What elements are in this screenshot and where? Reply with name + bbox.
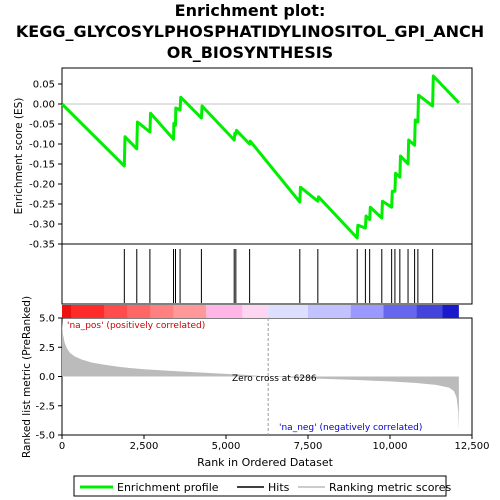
title-line-3: OR_BIOSYNTHESIS xyxy=(166,43,334,62)
neg-label: 'na_neg' (negatively correlated) xyxy=(279,423,422,433)
title-line-1: Enrichment plot: xyxy=(174,1,326,20)
x-axis-label: Rank in Ordered Dataset xyxy=(197,456,334,469)
top-y-tick-label: 0.00 xyxy=(33,100,55,111)
heatmap-segment xyxy=(308,305,351,318)
legend-enrichment-label: Enrichment profile xyxy=(117,481,219,494)
hits-layer xyxy=(123,249,434,303)
chart-title: Enrichment plot: KEGG_GLYCOSYLPHOSPHATID… xyxy=(0,0,500,63)
legend-hits-label: Hits xyxy=(268,481,290,494)
top-y-tick-label: -0.10 xyxy=(29,140,55,151)
heatmap-segment xyxy=(71,305,105,318)
bottom-y-axis-label: Ranked list metric (PreRanked) xyxy=(21,296,33,458)
bottom-y-tick-label: -5.0 xyxy=(35,431,55,442)
x-tick-label: 2,500 xyxy=(130,441,159,452)
bottom-y-tick-label: -2.5 xyxy=(35,401,55,412)
heatmap-segment xyxy=(268,305,308,318)
ranking-metric-layer xyxy=(62,318,459,435)
top-y-tick-label: -0.30 xyxy=(29,220,55,231)
x-tick-label: 0 xyxy=(59,441,65,452)
heatmap-segment xyxy=(242,305,269,318)
heatmap-segment xyxy=(416,305,443,318)
heatmap-segment xyxy=(206,305,243,318)
top-y-tick-label: -0.25 xyxy=(29,200,55,211)
legend-ranking-label: Ranking metric scores xyxy=(329,481,451,494)
x-tick-label: 7,500 xyxy=(294,441,323,452)
bottom-y-tick-label: 2.5 xyxy=(39,343,55,354)
top-y-tick-label: -0.35 xyxy=(29,240,55,251)
ranking-metric-area xyxy=(62,321,459,431)
legend: Enrichment profile Hits Ranking metric s… xyxy=(73,475,451,497)
heatmap-band xyxy=(62,305,459,318)
x-tick-label: 10,000 xyxy=(373,441,408,452)
x-tick-label: 5,000 xyxy=(212,441,241,452)
top-y-tick-label: -0.05 xyxy=(29,120,55,131)
heatmap-segment xyxy=(150,305,174,318)
bottom-y-tick-label: 0.0 xyxy=(39,372,55,383)
bottom-y-tick-label: 5.0 xyxy=(39,314,55,325)
zero-cross-label: Zero cross at 6286 xyxy=(232,374,317,384)
top-y-axis-label: Enrichment score (ES) xyxy=(13,98,25,215)
heatmap-segment xyxy=(62,305,72,318)
title-line-2: KEGG_GLYCOSYLPHOSPHATIDYLINOSITOL_GPI_AN… xyxy=(15,22,485,41)
top-y-tick-label: -0.20 xyxy=(29,180,55,191)
heatmap-segment xyxy=(173,305,207,318)
axes-layer: 0.050.00-0.05-0.10-0.15-0.20-0.25-0.30-0… xyxy=(29,80,489,453)
hits-panel-frame xyxy=(61,243,473,305)
enrichment-profile-layer xyxy=(60,74,472,240)
x-tick-label: 12,500 xyxy=(455,441,490,452)
top-y-tick-label: 0.05 xyxy=(33,80,55,91)
heatmap-segment xyxy=(104,305,128,318)
heatmap-segment xyxy=(350,305,384,318)
heatmap-segment xyxy=(442,305,459,318)
enrichment-profile-line xyxy=(60,74,460,240)
heatmap-segment xyxy=(383,305,417,318)
heatmap-segment xyxy=(127,305,151,318)
top-y-tick-label: -0.15 xyxy=(29,160,55,171)
pos-label: 'na_pos' (positively correlated) xyxy=(67,321,205,331)
legend-frame xyxy=(73,475,447,497)
